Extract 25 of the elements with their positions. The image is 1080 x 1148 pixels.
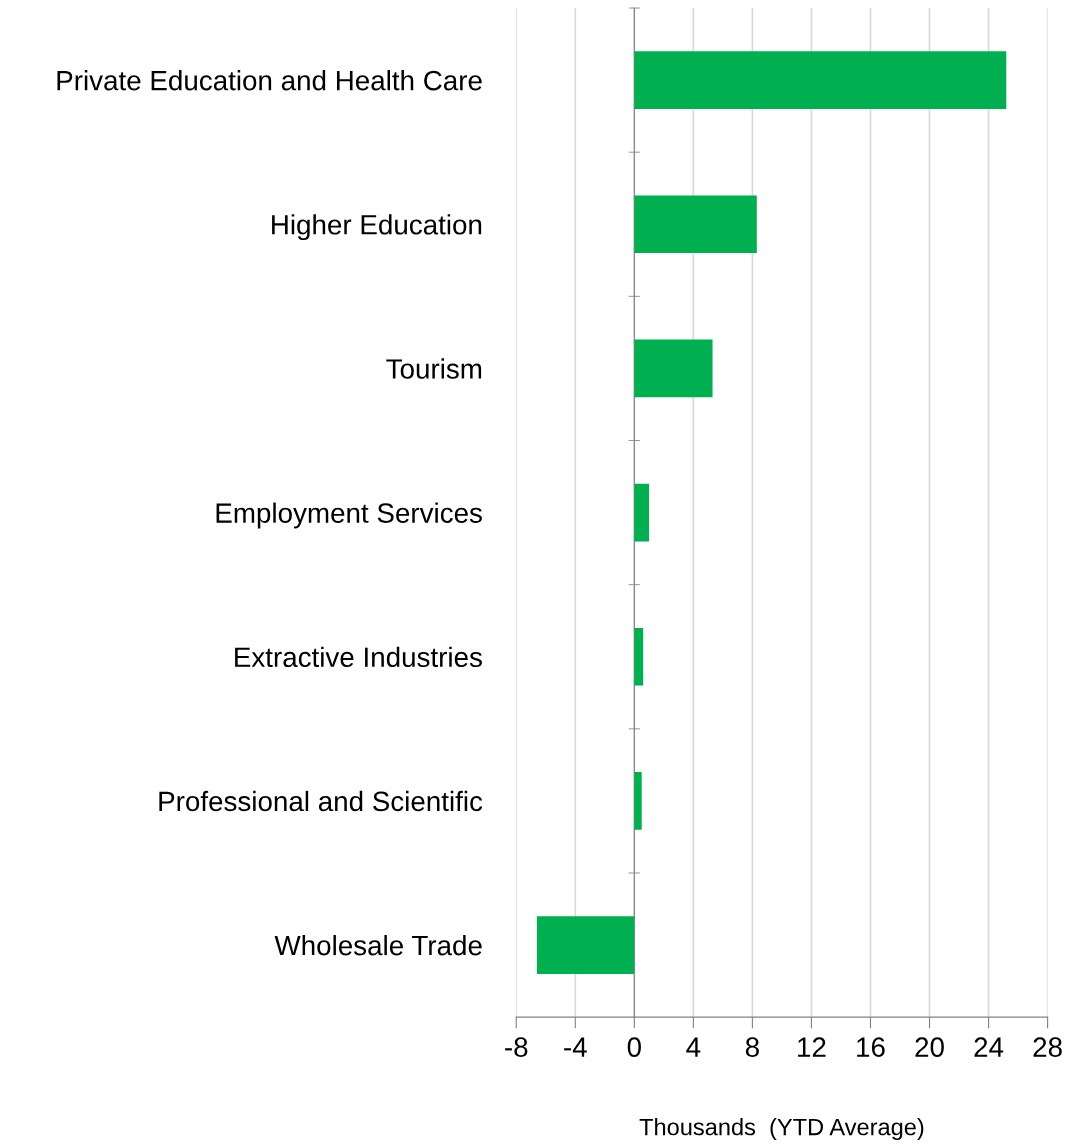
x-tick-label: 4	[686, 1037, 701, 1057]
y-tick-label: Employment Services	[216, 502, 482, 529]
bar	[634, 627, 644, 686]
x-tick-label: -4	[564, 1037, 587, 1057]
y-tick-label: Wholesale Trade	[274, 934, 482, 956]
bar	[634, 483, 650, 542]
x-axis-title: Thousands (YTD Average)	[639, 1118, 924, 1141]
y-tick-label: Private Education and Health Care	[57, 70, 482, 91]
bar	[634, 195, 757, 254]
x-tick-label: 28	[1033, 1037, 1062, 1057]
y-tick-label: Higher Education	[272, 214, 482, 241]
x-tick-label: 0	[627, 1037, 641, 1057]
x-tick-label: 16	[857, 1037, 885, 1057]
bar	[536, 916, 635, 974]
y-tick-label: Tourism	[386, 358, 482, 379]
y-tick-label: Professional and Scientific	[159, 790, 483, 812]
bar	[634, 339, 713, 398]
x-tick-label: 12	[798, 1037, 826, 1057]
bar	[634, 51, 1007, 109]
x-tick-label: 8	[745, 1037, 759, 1057]
y-tick-label: Extractive Industries	[235, 646, 482, 668]
x-tick-label: 24	[974, 1037, 1004, 1057]
x-tick-label: 20	[915, 1037, 944, 1057]
bar	[634, 772, 642, 830]
x-tick-label: -8	[505, 1037, 528, 1057]
